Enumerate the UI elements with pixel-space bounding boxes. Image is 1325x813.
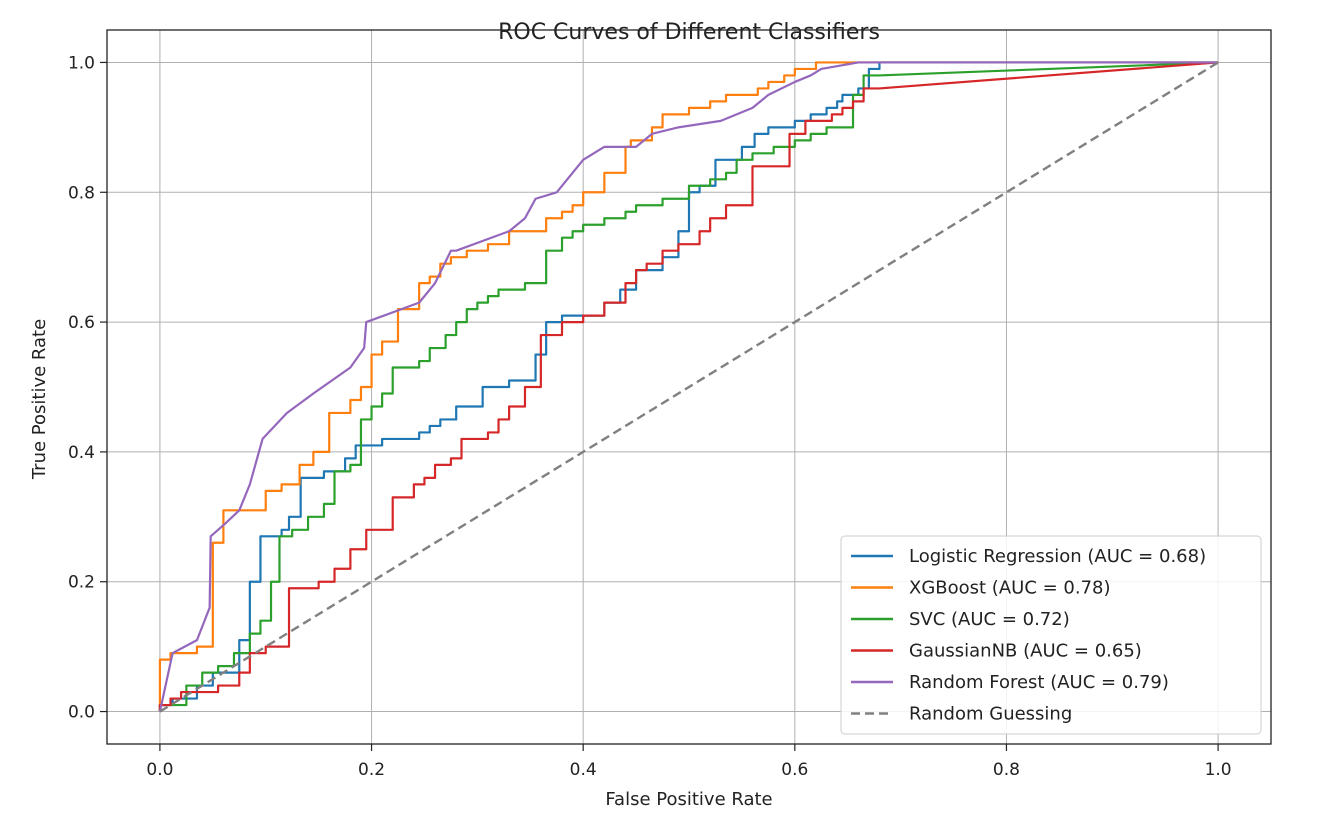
axis-ticks: 0.0 0.2 0.4 0.6 0.8 1.0 0.0 0.2 0.4 0.6 0.8 1.0 — [68, 53, 1232, 780]
y-tick-label: 0.6 — [68, 313, 95, 333]
legend-label-xgboost: XGBoost (AUC = 0.78) — [909, 578, 1111, 599]
series-line-gaussiannb — [158, 61, 1219, 712]
y-tick-label: 0.8 — [68, 183, 95, 203]
x-axis-label: False Positive Rate — [605, 789, 772, 810]
x-tick-label: 0.8 — [993, 760, 1020, 780]
x-tick-label: 0.0 — [146, 760, 173, 780]
chart-title: ROC Curves of Different Classifiers — [498, 20, 880, 45]
plot-frame — [106, 29, 1272, 745]
legend-label-svc: SVC (AUC = 0.72) — [909, 609, 1070, 630]
series-line-xgboost — [158, 61, 1219, 712]
series-line-random-guessing — [159, 61, 1219, 713]
legend: Logistic Regression (AUC = 0.68) XGBoost … — [840, 535, 1262, 735]
y-tick-label: 0.0 — [68, 703, 95, 723]
x-tick-label: 1.0 — [1205, 760, 1232, 780]
x-tick-label: 0.4 — [570, 760, 597, 780]
y-tick-label: 0.4 — [68, 443, 95, 463]
y-tick-label: 0.2 — [68, 573, 95, 593]
x-tick-label: 0.6 — [781, 760, 808, 780]
y-tick-label: 1.0 — [68, 53, 95, 73]
series-lines — [158, 61, 1219, 713]
legend-label-logistic-regression: Logistic Regression (AUC = 0.68) — [909, 546, 1206, 567]
x-tick-label: 0.2 — [358, 760, 385, 780]
legend-label-gaussiannb: GaussianNB (AUC = 0.65) — [909, 641, 1142, 662]
legend-label-random-forest: Random Forest (AUC = 0.79) — [909, 672, 1169, 693]
legend-label-random-guessing: Random Guessing — [909, 704, 1072, 725]
legend-box — [840, 535, 1262, 735]
series-line-svc — [158, 61, 1219, 712]
y-axis-label: True Positive Rate — [29, 319, 50, 480]
series-line-random-forest — [158, 61, 1219, 712]
